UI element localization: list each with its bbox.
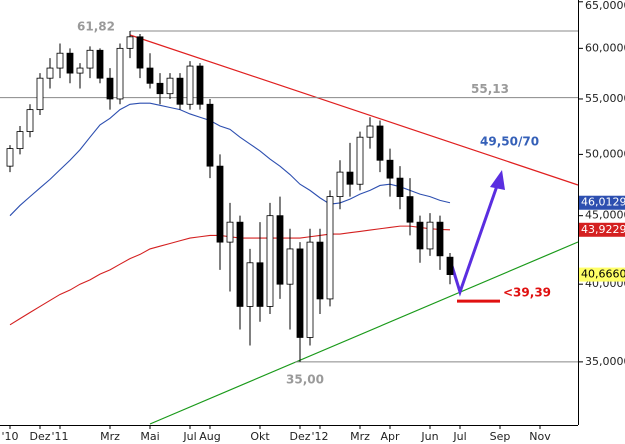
level-label: 35,00 xyxy=(286,372,324,386)
candle-body xyxy=(236,221,244,307)
candle-body xyxy=(406,196,414,223)
candle-body xyxy=(16,131,24,150)
x-tick-label: Okt xyxy=(250,430,270,443)
price-tag-label: 40,6660 xyxy=(581,268,625,281)
level-label: 55,13 xyxy=(471,82,509,96)
candle-body xyxy=(426,221,434,250)
candle-body xyxy=(126,36,134,49)
arrow-head xyxy=(490,170,505,190)
candle-body xyxy=(36,77,44,111)
y-tick-label: 35,0000 xyxy=(585,355,625,368)
x-tick-label: Sep xyxy=(490,430,511,443)
price-tag xyxy=(579,267,625,282)
support-trendline xyxy=(149,241,579,425)
candle-body xyxy=(156,82,164,95)
candle-body xyxy=(286,248,294,285)
candle-body xyxy=(26,109,34,132)
support-label: <39,39 xyxy=(503,286,551,300)
candle-body xyxy=(446,256,454,275)
x-tick-label: Mrz xyxy=(350,430,370,443)
candle-body xyxy=(386,159,394,179)
candle-body xyxy=(366,125,374,138)
x-tick-label: '11 xyxy=(51,430,68,443)
candle-body xyxy=(296,248,304,338)
x-tick-label: '12 xyxy=(311,430,328,443)
candle-body xyxy=(56,52,64,69)
candle-body xyxy=(166,77,174,95)
y-tick-label: 45,0000 xyxy=(585,209,625,222)
y-tick-label: 55,0000 xyxy=(585,92,625,105)
candle-body xyxy=(176,77,184,105)
y-tick-label: 60,0000 xyxy=(585,41,625,54)
x-tick-label: Jul xyxy=(452,430,466,443)
forecast-arrow xyxy=(450,182,500,297)
x-tick-label: '10 xyxy=(1,430,18,443)
candle-body xyxy=(266,215,274,307)
candle-body xyxy=(306,241,314,338)
candle-body xyxy=(206,103,214,167)
y-tick-label: 65,0000 xyxy=(585,0,625,12)
candle-body xyxy=(256,262,264,307)
price-tag xyxy=(579,222,625,237)
price-tag-label: 46,0129 xyxy=(581,196,625,209)
candle-body xyxy=(226,221,234,243)
candle-body xyxy=(86,49,94,69)
level-label: 61,82 xyxy=(77,19,115,33)
price-tag-label: 43,9229 xyxy=(581,223,625,236)
y-tick-label: 50,0000 xyxy=(585,147,625,160)
candle-body xyxy=(196,65,204,105)
x-tick-label: Jun xyxy=(420,430,438,443)
candle-body xyxy=(116,47,124,100)
candle-body xyxy=(96,49,104,79)
moving-average xyxy=(9,102,451,217)
candle-body xyxy=(6,148,14,167)
candle-body xyxy=(216,165,224,243)
x-tick-label: Mrz xyxy=(100,430,120,443)
candle-body xyxy=(246,262,254,307)
resistance-trendline xyxy=(129,34,579,186)
candle-body xyxy=(136,36,144,69)
candle-body xyxy=(436,221,444,257)
x-tick-label: Nov xyxy=(529,430,551,443)
x-tick-label: Jul xyxy=(182,430,196,443)
candle-body xyxy=(106,77,114,100)
candle-body xyxy=(46,67,54,79)
candle-body xyxy=(416,221,424,250)
candle-body xyxy=(336,171,344,198)
candle-body xyxy=(356,136,364,185)
candle-body xyxy=(346,171,354,185)
candle-body xyxy=(376,125,384,161)
candle-body xyxy=(146,67,154,84)
candle-body xyxy=(276,215,284,285)
price-tag xyxy=(579,195,625,210)
x-tick-label: Mai xyxy=(140,430,159,443)
x-tick-label: Dez xyxy=(29,430,50,443)
x-tick-label: Apr xyxy=(380,430,400,443)
x-tick-label: Aug xyxy=(199,430,220,443)
x-tick-label: Dez xyxy=(289,430,310,443)
candle-body xyxy=(186,65,194,105)
candle-body xyxy=(66,52,74,74)
target-label: 49,50/70 xyxy=(480,135,539,149)
candle-body xyxy=(326,196,334,300)
candle-body xyxy=(396,177,404,198)
candle-body xyxy=(316,241,324,300)
candle-body xyxy=(76,67,84,74)
